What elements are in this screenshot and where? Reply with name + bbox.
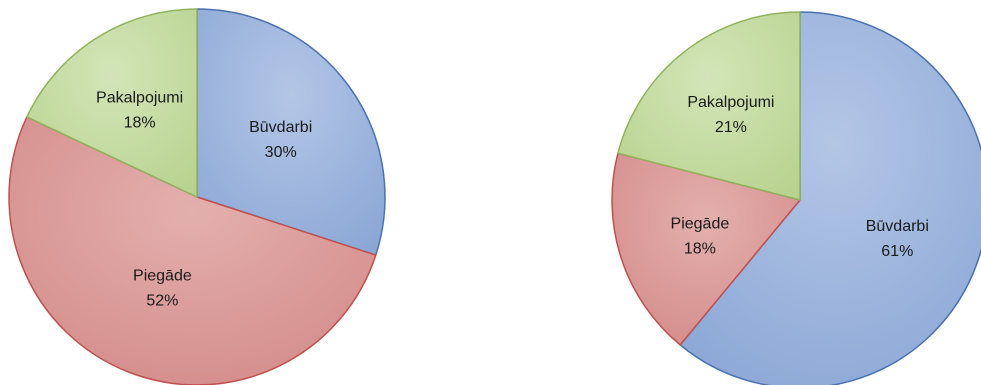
pie-slice-buvdarbi bbox=[679, 11, 981, 385]
slice-category-label: Būvdarbi bbox=[866, 218, 929, 235]
slice-label-pakalpojumi: Pakalpojumi 21% bbox=[687, 94, 774, 136]
pie-slice-piegade bbox=[611, 152, 801, 346]
slice-category-label: Pakalpojumi bbox=[96, 90, 183, 107]
slice-percent-label: 52% bbox=[146, 292, 178, 309]
pie-slice-pakalpojumi bbox=[26, 8, 198, 198]
slice-label-buvdarbi: Būvdarbi 61% bbox=[866, 218, 929, 260]
slice-percent-label: 18% bbox=[684, 241, 716, 258]
pie-slice-buvdarbi bbox=[196, 8, 386, 256]
slice-percent-label: 30% bbox=[265, 144, 297, 161]
pie-slice-pakalpojumi bbox=[617, 11, 801, 201]
slice-category-label: Būvdarbi bbox=[249, 119, 312, 136]
slice-category-label: Pakalpojumi bbox=[687, 94, 774, 111]
slice-category-label: Piegāde bbox=[671, 216, 730, 233]
slice-label-piegade: Piegāde 18% bbox=[671, 216, 730, 258]
pie-slice-piegade bbox=[8, 116, 377, 385]
slice-category-label: Piegāde bbox=[133, 267, 192, 284]
slice-label-pakalpojumi: Pakalpojumi 18% bbox=[96, 90, 183, 132]
pie-chart-2: Būvdarbi 61% Piegāde 18% Pakalpojumi 21% bbox=[611, 11, 981, 385]
slice-percent-label: 61% bbox=[881, 243, 913, 260]
slice-label-buvdarbi: Būvdarbi 30% bbox=[249, 119, 312, 161]
slice-percent-label: 21% bbox=[715, 119, 747, 136]
pie-chart-1: Būvdarbi 30% Piegāde 52% Pakalpojumi 18% bbox=[8, 8, 386, 385]
slice-percent-label: 18% bbox=[124, 115, 156, 132]
slice-label-piegade: Piegāde 52% bbox=[133, 267, 192, 309]
